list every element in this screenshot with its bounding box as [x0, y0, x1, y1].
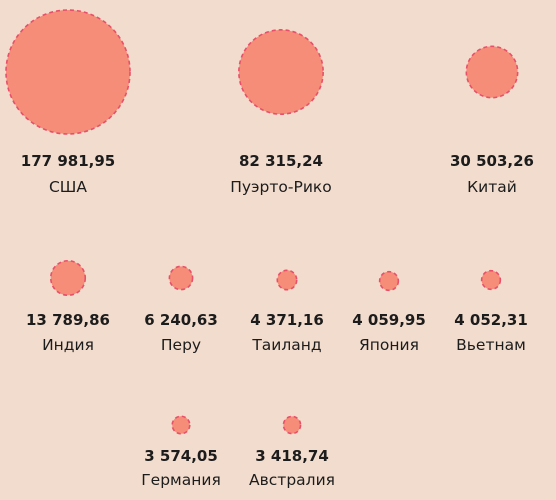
bubble [168, 265, 194, 291]
bubble [49, 259, 87, 297]
value-label: 13 789,86 [26, 311, 110, 329]
country-label: Индия [42, 336, 94, 354]
bubble [465, 45, 519, 99]
value-label: 4 052,31 [454, 311, 528, 329]
value-label: 4 371,16 [250, 311, 324, 329]
value-label: 6 240,63 [144, 311, 218, 329]
bubble [276, 269, 298, 291]
value-label: 82 315,24 [239, 152, 323, 170]
bubble [480, 269, 502, 291]
value-label: 3 574,05 [144, 447, 218, 465]
value-label: 30 503,26 [450, 152, 534, 170]
value-label: 177 981,95 [21, 152, 115, 170]
country-label: Германия [141, 471, 221, 489]
country-label: Таиланд [251, 336, 321, 354]
country-label: Пуэрто-Рико [230, 178, 332, 196]
bubble [378, 270, 400, 292]
country-label: Вьетнам [456, 336, 526, 354]
country-label: Китай [467, 178, 517, 196]
value-label: 4 059,95 [352, 311, 426, 329]
bubble [171, 415, 191, 435]
country-label: США [49, 178, 87, 196]
value-label: 3 418,74 [255, 447, 329, 465]
country-label: Австралия [249, 471, 335, 489]
country-label: Перу [161, 336, 201, 354]
bubble [5, 9, 131, 135]
country-label: Япония [359, 336, 419, 354]
bubble [238, 29, 324, 115]
bubble [282, 415, 302, 435]
